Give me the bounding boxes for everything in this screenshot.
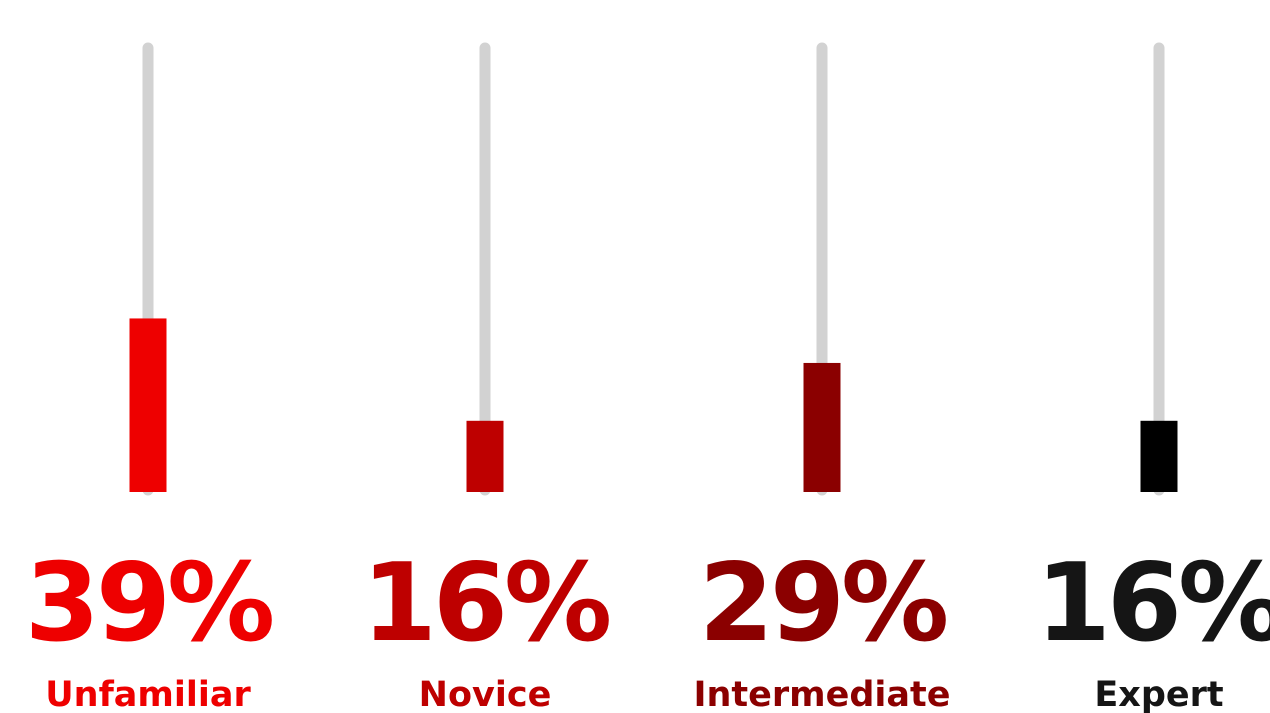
value-label-expert: 16%	[1036, 541, 1270, 666]
value-label-novice: 16%	[362, 541, 609, 666]
bars	[129, 318, 1178, 492]
bar-expert	[1140, 420, 1178, 492]
bar-tracks	[142, 42, 1165, 496]
category-label-unfamiliar: Unfamiliar	[45, 675, 251, 713]
bar-unfamiliar	[129, 318, 167, 492]
value-label-unfamiliar: 39%	[25, 541, 272, 666]
category-label-expert: Expert	[1094, 675, 1223, 713]
category-labels: Unfamiliar Novice Intermediate Expert	[45, 675, 1223, 713]
value-label-intermediate: 29%	[699, 541, 946, 666]
bar-intermediate	[803, 362, 841, 492]
bar-novice	[466, 420, 504, 492]
category-label-novice: Novice	[419, 675, 552, 713]
category-label-intermediate: Intermediate	[693, 675, 950, 713]
value-labels: 39% 16% 29% 16%	[25, 541, 1270, 666]
